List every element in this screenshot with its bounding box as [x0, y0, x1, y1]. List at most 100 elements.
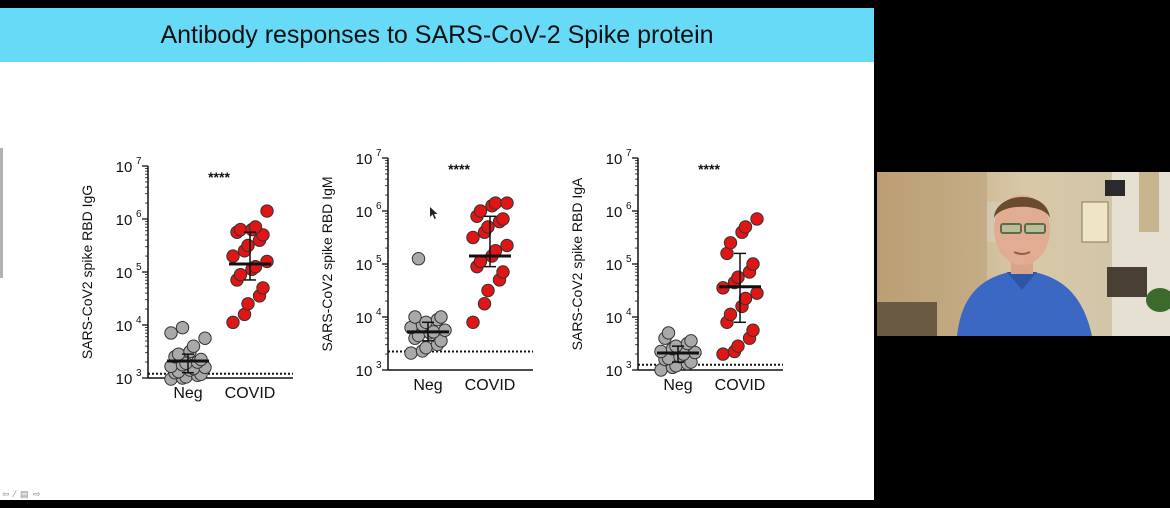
- iga-point-neg: [661, 326, 676, 340]
- igg-ytick-label: 10: [116, 318, 133, 335]
- igm-point-neg: [404, 346, 418, 360]
- presenter-video-frame: [877, 172, 1170, 336]
- igg-point-covid: [226, 249, 240, 263]
- igm-point-covid: [466, 315, 480, 330]
- igm-significance: ****: [448, 161, 470, 177]
- igm-point-covid: [466, 230, 480, 245]
- igg-category-neg: Neg: [173, 385, 202, 402]
- igg-significance: ****: [208, 169, 230, 185]
- igg-ytick-exponent: 4: [136, 315, 142, 326]
- iga-ytick-exponent: 4: [626, 307, 632, 318]
- igm-category-covid: COVID: [465, 377, 516, 394]
- igg-point-neg: [198, 331, 212, 345]
- iga-ytick-label: 10: [606, 204, 623, 221]
- iga-point-covid: [746, 257, 760, 271]
- igm-point-covid: [481, 283, 495, 298]
- igm-point-neg: [434, 310, 448, 324]
- igm-point-covid: [500, 196, 514, 210]
- iga-point-covid: [723, 307, 738, 322]
- igg-ytick-label: 10: [116, 371, 133, 388]
- igm-point-neg: [408, 310, 422, 324]
- igg-point-covid: [241, 297, 255, 311]
- igg-point-covid: [260, 254, 274, 269]
- igg-point-covid: [248, 260, 263, 274]
- iga-point-covid: [746, 323, 760, 337]
- igm-point-neg: [438, 323, 452, 337]
- igg-point-neg: [164, 326, 178, 340]
- igg-point-covid: [226, 315, 240, 330]
- iga-ylabel: SARS-CoV2 spike RBD IgA: [569, 177, 585, 350]
- iga-point-covid: [750, 286, 764, 300]
- igm-point-covid: [496, 212, 510, 226]
- mouse-cursor-icon: [430, 207, 438, 219]
- presenter-video: [877, 172, 1170, 336]
- iga-ytick-label: 10: [606, 310, 623, 327]
- slide-title: Antibody responses to SARS-CoV-2 Spike p…: [160, 20, 714, 49]
- iga-significance: ****: [698, 161, 720, 177]
- igg-point-neg: [175, 320, 190, 335]
- igg-ylabel: SARS-CoV2 spike RBD IgG: [79, 185, 95, 359]
- iga-point-covid: [723, 236, 738, 250]
- igm-point-neg: [419, 341, 433, 355]
- igm-ytick-label: 10: [356, 257, 373, 274]
- igm-ytick-exponent: 4: [376, 307, 382, 318]
- iga-point-neg: [684, 334, 698, 348]
- iga-ytick-exponent: 6: [626, 201, 632, 212]
- igg-ytick-label: 10: [116, 265, 133, 282]
- igm-ylabel: SARS-CoV2 spike RBD IgM: [319, 176, 335, 351]
- igm-point-covid: [473, 204, 488, 218]
- igm-point-covid: [500, 238, 514, 253]
- igg-category-covid: COVID: [225, 385, 276, 402]
- igm-ytick-exponent: 5: [376, 254, 382, 265]
- slide-left-edge: [0, 148, 3, 278]
- igg-point-covid: [260, 204, 274, 218]
- iga-category-neg: Neg: [663, 377, 692, 394]
- igg-point-neg: [186, 339, 201, 353]
- igm-ytick-exponent: 6: [376, 201, 382, 212]
- slide-navigation-controls[interactable]: ⇦ ⁄ ▤ ⇨: [2, 489, 42, 499]
- igg-point-covid: [241, 238, 255, 253]
- iga-point-neg: [654, 344, 668, 359]
- iga-point-covid: [750, 212, 764, 226]
- iga-ytick-exponent: 3: [626, 360, 632, 371]
- igg-ytick-exponent: 5: [136, 262, 142, 273]
- igg-point-covid: [233, 267, 248, 282]
- igg-point-neg: [194, 352, 208, 367]
- iga-point-covid: [731, 339, 745, 353]
- igm-ytick-label: 10: [356, 363, 373, 380]
- igm-point-covid: [477, 297, 492, 311]
- igg-point-covid: [233, 222, 248, 237]
- iga-point-covid: [716, 347, 730, 361]
- igm-ytick-label: 10: [356, 204, 373, 221]
- iga-point-covid: [731, 270, 745, 284]
- iga-category-covid: COVID: [715, 377, 766, 394]
- igg-ytick-exponent: 6: [136, 209, 142, 220]
- igm-point-neg: [411, 252, 426, 266]
- iga-point-covid: [738, 291, 753, 306]
- igm-ytick-exponent: 3: [376, 360, 382, 371]
- iga-ytick-label: 10: [606, 363, 623, 380]
- iga-ytick-label: 10: [606, 257, 623, 274]
- igg-ytick-exponent: 3: [136, 368, 142, 379]
- igm-category-neg: Neg: [413, 377, 442, 394]
- igm-point-covid: [481, 220, 495, 234]
- igm-ytick-label: 10: [356, 310, 373, 327]
- igg-point-covid: [248, 220, 263, 234]
- igg-point-covid: [256, 281, 270, 295]
- iga-ytick-label: 10: [606, 151, 623, 168]
- igm-ytick-label: 10: [356, 151, 373, 168]
- iga-point-covid: [738, 220, 753, 234]
- slide-title-bar: Antibody responses to SARS-CoV-2 Spike p…: [0, 8, 874, 62]
- igg-ytick-exponent: 7: [136, 156, 142, 167]
- iga-ytick-exponent: 5: [626, 254, 632, 265]
- presentation-slide: Antibody responses to SARS-CoV-2 Spike p…: [0, 8, 874, 500]
- iga-ytick-exponent: 7: [626, 148, 632, 159]
- igm-point-covid: [488, 196, 503, 210]
- igm-point-covid: [496, 265, 510, 279]
- igm-ytick-exponent: 7: [376, 148, 382, 159]
- igg-ytick-label: 10: [116, 159, 133, 176]
- igg-ytick-label: 10: [116, 212, 133, 229]
